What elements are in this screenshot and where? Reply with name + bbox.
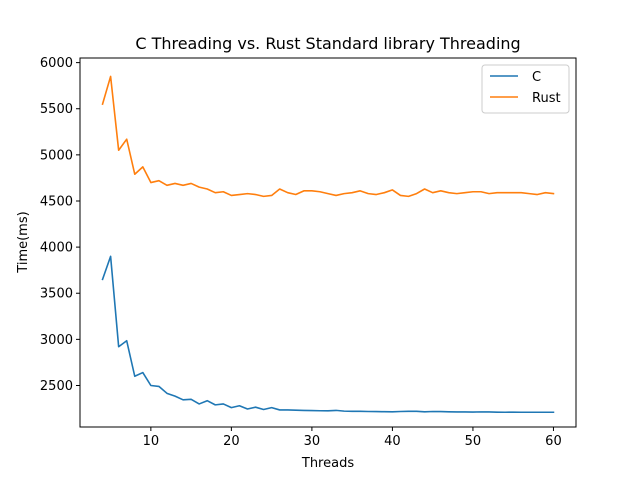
legend-label-rust: Rust [532, 91, 561, 106]
y-tick-label: 4000 [40, 241, 73, 256]
y-tick-label: 3500 [40, 287, 73, 302]
x-axis-label: Threads [301, 456, 354, 471]
chart-title: C Threading vs. Rust Standard library Th… [135, 34, 520, 53]
legend-label-c: C [532, 70, 541, 85]
x-tick-label: 30 [304, 434, 321, 449]
y-axis-label: Time(ms) [16, 211, 31, 273]
x-tick-label: 60 [545, 434, 562, 449]
y-axis: 2500 3000 3500 4000 4500 5000 5500 6000 [40, 56, 80, 394]
x-tick-label: 10 [143, 434, 160, 449]
plot-area-frame [79, 57, 577, 428]
series-line-c [101, 255, 555, 414]
x-tick-label: 50 [465, 434, 482, 449]
y-tick-label: 5000 [40, 148, 73, 163]
legend: C Rust [481, 64, 570, 114]
y-tick-label: 3000 [40, 333, 73, 348]
legend-box [481, 64, 570, 114]
y-tick-label: 4500 [40, 194, 73, 209]
y-tick-label: 5500 [40, 102, 73, 117]
x-axis: 10 20 30 40 50 60 [143, 427, 562, 449]
series-layer [101, 75, 555, 414]
x-tick-label: 40 [384, 434, 401, 449]
x-tick-label: 20 [223, 434, 240, 449]
y-tick-label: 2500 [40, 379, 73, 394]
y-tick-label: 6000 [40, 56, 73, 71]
series-line-rust [101, 75, 555, 198]
